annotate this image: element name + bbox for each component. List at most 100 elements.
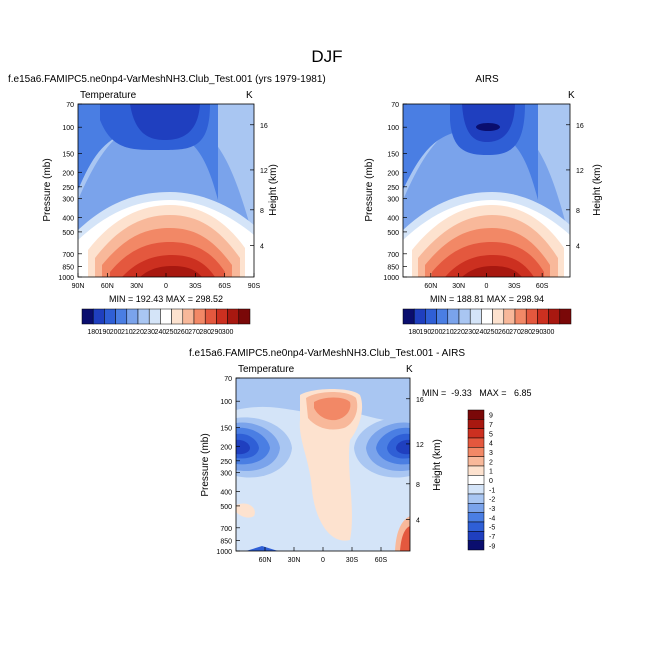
colorbar-swatch: [467, 456, 485, 467]
colorbar-label: 230: [464, 329, 476, 336]
colorbar-label: 0: [489, 478, 493, 485]
ytick-label: 200: [387, 170, 399, 177]
ytick-label: 700: [387, 252, 399, 259]
y2tick-label: 4: [260, 244, 264, 251]
colorbar-swatch: [467, 419, 485, 429]
ytick-label: 700: [220, 526, 232, 533]
ytick-label: 300: [62, 197, 74, 204]
colorbar-label: 270: [509, 329, 521, 336]
ytick-label: 400: [220, 489, 232, 496]
ytick-label: 500: [62, 230, 74, 237]
panel-diff-variable: Temperature: [238, 364, 295, 375]
colorbar-label: -7: [489, 534, 495, 541]
xtick-label: 90S: [248, 283, 261, 290]
colorbar-label: 190: [420, 329, 432, 336]
y2tick-label: 8: [416, 482, 420, 489]
colorbar-swatch: [467, 531, 485, 541]
colorbar-swatch: [104, 308, 116, 325]
ytick-label: 100: [62, 125, 74, 132]
ytick-label: 150: [62, 152, 74, 159]
panel-airs-stats: MIN = 188.81 MAX = 298.94: [430, 294, 544, 304]
colorbar-swatch: [238, 308, 251, 325]
colorbar-label: 250: [166, 329, 178, 336]
colorbar-swatch: [193, 308, 206, 325]
colorbar-swatch: [467, 409, 485, 420]
colorbar-label: 210: [121, 329, 133, 336]
colorbar-swatch: [467, 437, 485, 448]
xtick-label: 0: [485, 283, 489, 290]
colorbar-label: 2: [489, 459, 493, 466]
xtick-label: 60N: [424, 283, 437, 290]
y2tick-label: 4: [576, 244, 580, 251]
colorbar-swatch: [413, 308, 426, 325]
colorbar-label: 260: [177, 329, 189, 336]
colorbar-label: -5: [489, 525, 495, 532]
colorbar-swatch: [425, 308, 437, 325]
colorbar-swatch: [436, 308, 449, 325]
y2tick-label: 8: [260, 208, 264, 215]
colorbar-swatch: [204, 308, 217, 325]
panel-model-y2label: Height (km): [268, 164, 279, 216]
panel-diff-yticks: 70 100 150 200 250 300 400 500 700 850 1000: [216, 376, 240, 556]
colorbar-swatch: [525, 308, 538, 325]
ytick-label: 400: [62, 215, 74, 222]
colorbar-label: 5: [489, 431, 493, 438]
colorbar-label: 240: [476, 329, 488, 336]
colorbar-swatch: [447, 308, 460, 325]
colorbar-label: 210: [442, 329, 454, 336]
colorbar-swatch: [467, 512, 485, 523]
xtick-label: 30N: [452, 283, 465, 290]
xtick-label: 60N: [101, 283, 114, 290]
xtick-label: 30S: [189, 283, 202, 290]
colorbar-swatch: [115, 308, 128, 325]
colorbar-label: 290: [532, 329, 544, 336]
ytick-label: 250: [62, 185, 74, 192]
ytick-label: 850: [387, 264, 399, 271]
xtick-label: 60S: [536, 283, 549, 290]
colorbar-label: 3: [489, 450, 493, 457]
colorbar-swatch: [467, 428, 485, 439]
xtick-label: 0: [164, 283, 168, 290]
xtick-label: 60S: [218, 283, 231, 290]
figure-title: DJF: [311, 47, 342, 66]
ytick-label: 1000: [58, 275, 74, 282]
colorbar-swatch: [514, 308, 527, 325]
panel-diff-units: K: [406, 364, 413, 375]
xtick-label: 60S: [375, 557, 388, 564]
panel-airs-field: [403, 104, 570, 277]
y2tick-label: 16: [416, 397, 424, 404]
y2tick-label: 12: [416, 442, 424, 449]
colorbar-swatch: [182, 308, 195, 325]
xtick-label: 30S: [346, 557, 359, 564]
panel-diff-title: f.e15a6.FAMIPC5.ne0np4-VarMeshNH3.Club_T…: [189, 348, 465, 359]
colorbar-label: 4: [489, 441, 493, 448]
ytick-label: 300: [387, 197, 399, 204]
panel-airs-y2label: Height (km): [592, 164, 603, 216]
colorbar-label: -9: [489, 543, 495, 550]
colorbar-swatch: [81, 308, 94, 325]
panel-diff: f.e15a6.FAMIPC5.ne0np4-VarMeshNH3.Club_T…: [189, 348, 532, 564]
colorbar-swatch: [467, 503, 485, 513]
colorbar-label: -2: [489, 497, 495, 504]
colorbar-label: -3: [489, 506, 495, 513]
ytick-label: 100: [220, 399, 232, 406]
panel-diff-xticks: 60N 30N 0 30S 60S: [259, 547, 388, 564]
colorbar-label: 260: [498, 329, 510, 336]
colorbar-swatch: [216, 308, 228, 325]
ytick-label: 150: [387, 152, 399, 159]
panel-model-field: [78, 104, 254, 277]
colorbar-label: -1: [489, 487, 495, 494]
ytick-label: 150: [220, 426, 232, 433]
panel-airs-ylabel: Pressure (mb): [364, 158, 375, 221]
colorbar-label: 230: [143, 329, 155, 336]
ytick-label: 300: [220, 471, 232, 478]
colorbar-swatch: [559, 308, 572, 325]
ytick-label: 200: [62, 170, 74, 177]
colorbar-swatch: [126, 308, 139, 325]
panel-airs: AIRS K Pressure (mb) Height (km) 70 100 15…: [364, 74, 603, 336]
panel-model-xticks: 90N 60N 30N 0 30S 60S 90S: [72, 273, 261, 290]
ytick-label: 400: [387, 215, 399, 222]
panel-diff-stats: MIN = -9.33 MAX = 6.85: [422, 388, 532, 398]
colorbar-label: 280: [520, 329, 532, 336]
ytick-label: 100: [387, 125, 399, 132]
